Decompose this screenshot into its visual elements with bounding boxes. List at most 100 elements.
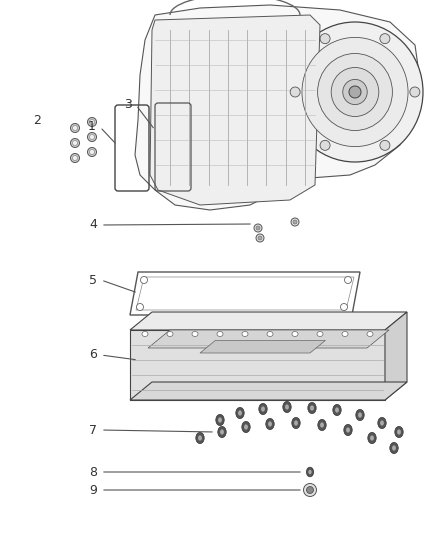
Ellipse shape xyxy=(340,303,347,311)
Ellipse shape xyxy=(192,332,198,336)
Ellipse shape xyxy=(342,332,348,336)
Ellipse shape xyxy=(141,277,148,284)
Ellipse shape xyxy=(73,125,78,131)
Ellipse shape xyxy=(307,467,314,477)
Polygon shape xyxy=(385,312,407,400)
Ellipse shape xyxy=(261,406,265,411)
Text: 5: 5 xyxy=(89,273,97,287)
Ellipse shape xyxy=(285,405,289,410)
Ellipse shape xyxy=(238,410,242,416)
Ellipse shape xyxy=(216,414,224,425)
Ellipse shape xyxy=(71,124,80,133)
Ellipse shape xyxy=(292,332,298,336)
Ellipse shape xyxy=(390,442,398,454)
Polygon shape xyxy=(130,312,407,330)
Ellipse shape xyxy=(380,34,390,44)
Ellipse shape xyxy=(346,427,350,433)
Ellipse shape xyxy=(196,432,204,443)
Ellipse shape xyxy=(291,218,299,226)
Ellipse shape xyxy=(293,220,297,224)
Ellipse shape xyxy=(71,154,80,163)
Ellipse shape xyxy=(88,148,96,157)
Ellipse shape xyxy=(217,332,223,336)
Text: 1: 1 xyxy=(88,120,96,133)
Ellipse shape xyxy=(244,424,248,430)
Ellipse shape xyxy=(320,34,330,44)
Ellipse shape xyxy=(331,68,379,117)
Text: 6: 6 xyxy=(89,349,97,361)
Polygon shape xyxy=(150,15,320,205)
Text: 3: 3 xyxy=(124,99,132,111)
Ellipse shape xyxy=(308,402,316,414)
Ellipse shape xyxy=(266,418,274,430)
Ellipse shape xyxy=(283,401,291,413)
Polygon shape xyxy=(130,382,407,400)
Ellipse shape xyxy=(307,487,314,494)
Ellipse shape xyxy=(287,22,423,162)
Text: 9: 9 xyxy=(89,483,97,497)
Ellipse shape xyxy=(345,277,352,284)
Ellipse shape xyxy=(356,409,364,421)
Ellipse shape xyxy=(89,119,95,125)
Ellipse shape xyxy=(320,422,324,427)
Ellipse shape xyxy=(256,226,260,230)
Ellipse shape xyxy=(397,430,401,434)
Ellipse shape xyxy=(198,435,202,441)
Ellipse shape xyxy=(142,332,148,336)
Ellipse shape xyxy=(294,421,298,426)
Ellipse shape xyxy=(218,417,222,423)
Ellipse shape xyxy=(380,421,384,426)
Ellipse shape xyxy=(259,403,267,415)
Text: 2: 2 xyxy=(33,114,41,126)
Ellipse shape xyxy=(290,87,300,97)
Ellipse shape xyxy=(88,133,96,141)
Ellipse shape xyxy=(256,234,264,242)
Ellipse shape xyxy=(367,332,373,336)
Ellipse shape xyxy=(73,141,78,146)
Ellipse shape xyxy=(370,435,374,441)
Polygon shape xyxy=(130,330,385,400)
Ellipse shape xyxy=(137,303,144,311)
Ellipse shape xyxy=(358,413,362,418)
Polygon shape xyxy=(148,330,389,348)
Ellipse shape xyxy=(236,407,244,418)
Text: 4: 4 xyxy=(89,219,97,231)
Ellipse shape xyxy=(304,483,317,497)
Ellipse shape xyxy=(410,87,420,97)
Ellipse shape xyxy=(343,79,367,104)
Ellipse shape xyxy=(220,430,224,434)
Ellipse shape xyxy=(344,424,352,435)
Ellipse shape xyxy=(292,417,300,429)
Ellipse shape xyxy=(318,53,392,131)
Ellipse shape xyxy=(349,86,361,98)
Ellipse shape xyxy=(380,140,390,150)
Ellipse shape xyxy=(71,139,80,148)
Ellipse shape xyxy=(242,332,248,336)
Polygon shape xyxy=(200,341,325,353)
Ellipse shape xyxy=(88,117,96,126)
Ellipse shape xyxy=(267,332,273,336)
Ellipse shape xyxy=(89,149,95,155)
Ellipse shape xyxy=(73,156,78,160)
Ellipse shape xyxy=(258,236,262,240)
Text: 7: 7 xyxy=(89,424,97,437)
Ellipse shape xyxy=(218,426,226,438)
Polygon shape xyxy=(135,5,420,210)
Ellipse shape xyxy=(302,37,408,147)
Ellipse shape xyxy=(320,140,330,150)
Ellipse shape xyxy=(317,332,323,336)
Ellipse shape xyxy=(89,134,95,140)
Ellipse shape xyxy=(308,470,312,474)
Ellipse shape xyxy=(378,417,386,429)
Ellipse shape xyxy=(242,422,250,433)
Text: 8: 8 xyxy=(89,465,97,479)
Ellipse shape xyxy=(392,446,396,450)
Ellipse shape xyxy=(335,407,339,413)
Ellipse shape xyxy=(254,224,262,232)
Ellipse shape xyxy=(333,405,341,416)
Ellipse shape xyxy=(268,422,272,426)
Ellipse shape xyxy=(318,419,326,431)
Ellipse shape xyxy=(167,332,173,336)
Ellipse shape xyxy=(368,432,376,443)
Ellipse shape xyxy=(310,406,314,410)
